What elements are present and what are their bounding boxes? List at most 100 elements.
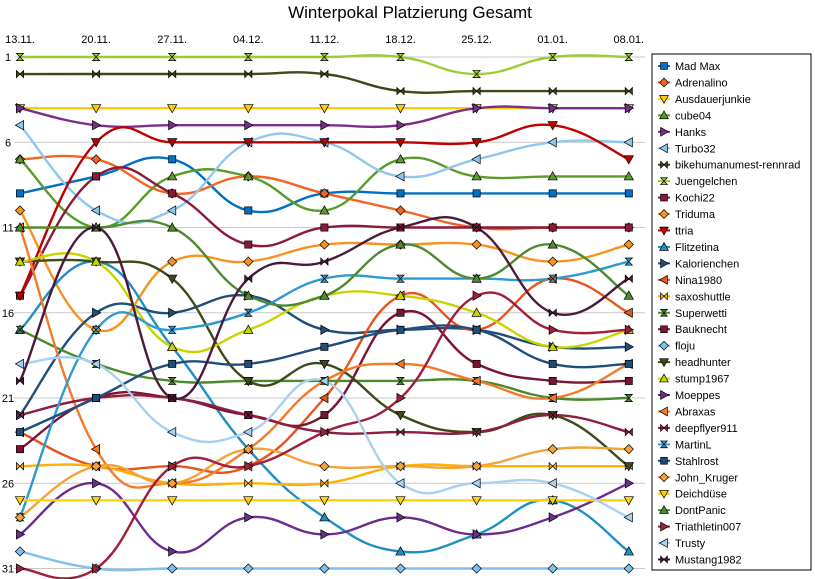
data-point-marker (471, 171, 482, 181)
legend-marker (658, 538, 668, 549)
x-tick-label: 13.11. (5, 34, 35, 46)
data-point-marker (167, 274, 178, 284)
series-markers (14, 53, 635, 574)
data-point-marker (90, 104, 102, 114)
series-line (19, 446, 629, 519)
data-point-marker (319, 512, 330, 522)
series-line (19, 277, 630, 475)
y-tick-label: 31 (2, 564, 14, 576)
data-point-marker (547, 563, 558, 574)
data-point-marker (92, 563, 102, 574)
data-point-marker (319, 359, 330, 370)
data-point-marker (396, 189, 405, 198)
x-tick-label: 20.11. (81, 34, 111, 46)
data-point-marker (14, 358, 24, 370)
legend-marker (660, 555, 668, 564)
data-point-marker (623, 137, 633, 148)
data-point-marker (472, 223, 481, 232)
data-point-marker (471, 239, 482, 250)
data-point-marker (92, 394, 101, 402)
data-point-marker (90, 138, 102, 148)
data-point-marker (548, 223, 557, 232)
legend-marker (660, 292, 668, 301)
data-point-marker (167, 377, 177, 385)
legend-label: John_Kruger (675, 472, 738, 484)
data-point-marker (624, 427, 633, 437)
data-point-marker (547, 256, 558, 267)
legend-marker (659, 226, 669, 236)
data-point-marker (168, 359, 177, 368)
data-point-marker (472, 290, 482, 301)
data-point-marker (90, 256, 102, 266)
data-point-marker (14, 546, 26, 557)
data-point-marker (396, 392, 406, 404)
data-point-marker (16, 529, 26, 540)
data-point-marker (14, 120, 24, 131)
data-point-marker (243, 256, 254, 267)
legend-frame (651, 53, 812, 571)
data-point-marker (320, 257, 329, 267)
data-point-marker (14, 205, 26, 216)
series-line (18, 216, 630, 400)
data-point-marker (623, 496, 634, 506)
data-point-marker (396, 223, 405, 232)
data-point-marker (624, 189, 633, 198)
series-line (19, 482, 630, 554)
data-point-marker (319, 461, 330, 472)
legend-marker (659, 110, 669, 120)
data-point-marker (167, 325, 177, 334)
data-point-marker (395, 104, 406, 114)
data-point-marker (395, 496, 406, 506)
data-point-marker (623, 546, 634, 556)
legend-label: MartinL (675, 439, 712, 451)
data-point-marker (472, 427, 481, 437)
data-point-marker (91, 325, 101, 334)
legend-marker (660, 258, 670, 269)
data-point-marker (90, 358, 101, 370)
data-point-marker (396, 120, 406, 131)
data-point-marker (471, 563, 482, 574)
data-point-marker (548, 324, 559, 335)
legend-label: Kochi22 (675, 193, 715, 205)
legend-label: Moeppes (675, 390, 721, 402)
data-point-marker (319, 290, 330, 300)
legend-marker (658, 406, 668, 417)
data-point-marker (244, 410, 253, 420)
legend-label: Deichdüse (675, 489, 727, 501)
data-point-marker (548, 512, 559, 523)
data-point-marker (395, 546, 406, 556)
data-point-marker (92, 478, 102, 489)
y-tick-label: 11 (2, 223, 13, 235)
data-point-marker (547, 137, 557, 148)
data-point-marker (623, 512, 633, 523)
legend-label: Juengelchen (675, 176, 737, 188)
data-point-marker (319, 104, 330, 114)
legend-marker (659, 241, 669, 251)
y-tick-label: 16 (2, 308, 14, 320)
legend-marker (659, 440, 669, 449)
data-point-marker (624, 274, 633, 284)
data-point-marker (167, 104, 178, 114)
legend-label: Triduma (675, 209, 716, 221)
data-point-marker (243, 444, 254, 455)
data-point-marker (548, 86, 557, 96)
data-point-marker (320, 342, 329, 351)
series-line (19, 124, 629, 225)
data-point-marker (244, 478, 253, 488)
data-point-marker (472, 86, 481, 96)
data-point-marker (167, 222, 178, 232)
data-point-marker (243, 53, 253, 61)
legend-marker (658, 274, 668, 285)
data-point-marker (395, 290, 406, 300)
data-point-marker (548, 53, 558, 61)
legend-marker (660, 521, 670, 532)
series-line (19, 309, 629, 451)
legend-label: Abraxas (675, 406, 716, 418)
data-point-marker (395, 138, 406, 148)
data-point-marker (548, 308, 557, 318)
data-point-marker (14, 222, 26, 232)
x-tick-label: 18.12. (385, 34, 416, 46)
data-point-marker (243, 138, 254, 148)
data-point-marker (319, 563, 330, 574)
data-point-marker (243, 290, 254, 300)
